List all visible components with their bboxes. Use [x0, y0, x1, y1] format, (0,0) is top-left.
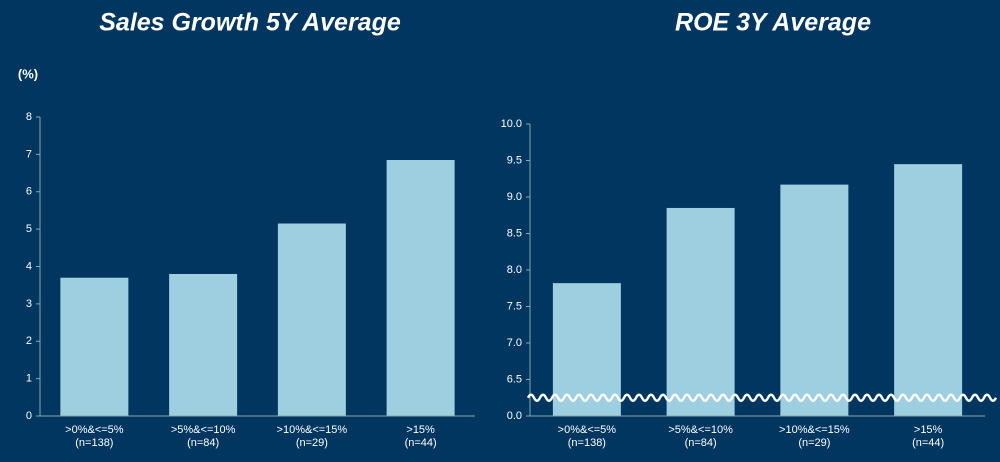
y-tick-label: 6.5: [507, 373, 522, 385]
x-tick-label: (n=84): [187, 437, 219, 449]
y-tick-label: 8: [26, 111, 32, 123]
x-tick-label: (n=44): [405, 437, 437, 449]
bar: [666, 207, 735, 416]
x-tick-label: (n=29): [798, 437, 830, 449]
y-tick-label: 0.0: [507, 410, 522, 422]
y-axis-label: (%): [18, 66, 38, 81]
bar: [386, 159, 455, 416]
x-tick-label: (n=29): [296, 437, 328, 449]
x-tick-label: >15%: [914, 424, 943, 436]
chart-title: Sales Growth 5Y Average: [99, 9, 401, 37]
x-tick-label: >10%&<=15%: [277, 424, 348, 436]
y-tick-label: 4: [26, 260, 32, 272]
y-tick-label: 8.0: [507, 264, 522, 276]
y-tick-label: 10.0: [501, 118, 522, 130]
axis-break: [526, 393, 998, 402]
x-tick-label: (n=84): [685, 437, 717, 449]
bar: [169, 273, 238, 416]
y-tick-label: 7: [26, 148, 32, 160]
x-tick-label: >5%&<=10%: [668, 424, 733, 436]
x-tick-label: (n=44): [912, 437, 944, 449]
y-tick-label: 1: [26, 373, 32, 385]
x-tick-label: >0%&<=5%: [558, 424, 617, 436]
y-tick-label: 6: [26, 186, 32, 198]
y-tick-label: 0: [26, 410, 32, 422]
chart-title: ROE 3Y Average: [675, 9, 871, 37]
y-tick-label: 8.5: [507, 227, 522, 239]
bar: [60, 277, 129, 416]
x-tick-label: (n=138): [75, 437, 113, 449]
y-tick-label: 7.5: [507, 300, 522, 312]
y-tick-label: 5: [26, 223, 32, 235]
y-tick-label: 7.0: [507, 337, 522, 349]
y-tick-label: 9.5: [507, 154, 522, 166]
bar: [277, 223, 346, 416]
x-tick-label: (n=138): [568, 437, 606, 449]
bar: [780, 184, 849, 416]
x-tick-label: >10%&<=15%: [779, 424, 850, 436]
bar: [894, 164, 963, 416]
y-tick-label: 9.0: [507, 191, 522, 203]
y-tick-label: 3: [26, 298, 32, 310]
x-tick-label: >15%: [406, 424, 435, 436]
bar: [552, 283, 621, 416]
y-tick-label: 2: [26, 335, 32, 347]
x-tick-label: >0%&<=5%: [65, 424, 124, 436]
x-tick-label: >5%&<=10%: [171, 424, 236, 436]
